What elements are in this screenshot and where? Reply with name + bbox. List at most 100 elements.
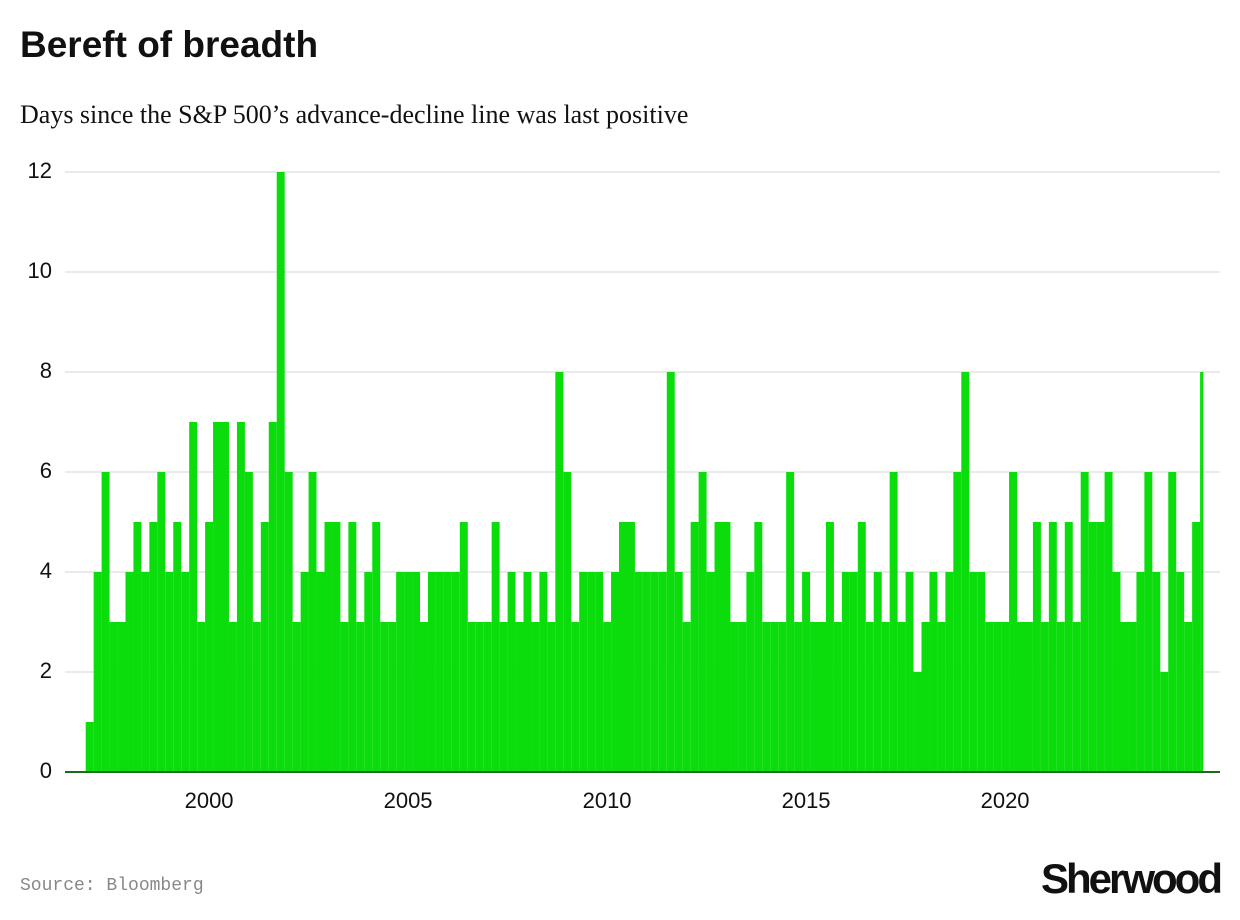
bar [1056,622,1065,772]
bar [1072,622,1081,772]
bar [921,622,930,772]
y-tick-label: 8 [40,358,52,383]
bar [228,622,237,772]
bar [109,622,118,772]
bar [722,522,731,772]
bar [714,522,723,772]
bar [292,622,301,772]
bar [308,472,317,772]
bar [332,522,341,772]
bar [690,522,699,772]
y-tick-label: 4 [40,558,52,583]
bar [117,622,126,772]
bar [284,472,293,772]
bar [929,572,938,772]
bar [1032,522,1041,772]
bar [499,622,508,772]
bar [794,622,803,772]
chart-title: Bereft of breadth [20,24,318,65]
source: Source: Bloomberg [20,876,204,896]
bar [244,472,253,772]
bar [1064,522,1073,772]
bar [236,422,245,772]
bar [1017,622,1025,772]
bar [1112,572,1121,772]
bar [825,522,834,772]
bar [1176,572,1185,772]
bar [746,572,755,772]
bar [953,472,962,772]
x-tick-label: 2015 [782,788,831,813]
bar [475,622,484,772]
bar [682,622,691,772]
bar [1200,372,1204,772]
bar [810,622,819,772]
bar [1040,622,1049,772]
bar [435,572,444,772]
bar [260,522,269,772]
bar [372,522,381,772]
bar [905,572,914,772]
bar [738,622,747,772]
bar [459,522,468,772]
bar [1120,622,1129,772]
bar [1088,522,1097,772]
bar [213,422,222,772]
bar [515,622,524,772]
y-tick-label: 10 [28,258,52,283]
bar [698,472,707,772]
bar [833,622,842,772]
bar [316,572,325,772]
bar [857,522,866,772]
bar [587,572,596,772]
y-tick-label: 6 [40,458,52,483]
x-tick-label: 2000 [185,788,234,813]
bar [539,572,548,772]
chart-subtitle: Days since the S&P 500’s advance-decline… [20,100,688,129]
bar [770,622,779,772]
bar [603,622,612,772]
x-tick-label: 2010 [583,788,632,813]
bar [802,572,811,772]
bar [1152,572,1161,772]
bar [1136,572,1145,772]
bar [483,622,492,772]
bar [658,572,667,772]
bar [642,572,651,772]
bar [1080,472,1089,772]
bar [1128,622,1137,772]
bar [491,522,500,772]
bar [93,572,102,772]
bar [913,672,922,772]
brand-logo: Sherwood [1041,855,1220,902]
bar [650,572,659,772]
bar [865,622,874,772]
bar [1144,472,1153,772]
bar [945,572,954,772]
bar [380,622,389,772]
bar [348,522,357,772]
bar [276,172,285,772]
bar [420,622,428,772]
bar [937,622,946,772]
bar [197,622,206,772]
bar [125,572,134,772]
bar [993,622,1002,772]
bar [626,522,635,772]
bar [1048,522,1057,772]
bar [754,522,763,772]
bar [969,572,978,772]
bar [443,572,452,772]
bar [324,522,333,772]
bar [571,622,580,772]
bar [849,572,858,772]
bar [818,622,826,772]
bar [141,572,150,772]
bar [762,622,771,772]
bar [404,572,413,772]
bar [977,572,986,772]
bar [467,622,476,772]
bar [897,622,906,772]
x-tick-label: 2020 [981,788,1030,813]
